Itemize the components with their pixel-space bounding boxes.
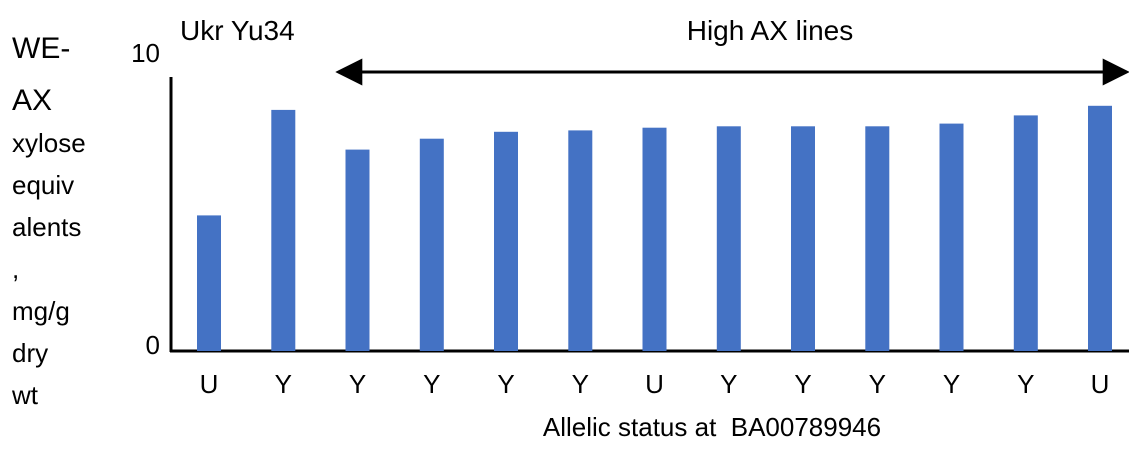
x-tick-label: Y — [497, 369, 514, 399]
x-tick-label: Y — [720, 369, 737, 399]
bar — [494, 132, 518, 351]
bar — [1014, 115, 1038, 351]
y-axis-label: WE- AX xylose equiv alents, mg/g dry wt — [11, 32, 86, 410]
bar — [271, 110, 295, 351]
bar — [717, 126, 741, 351]
bar — [865, 126, 889, 351]
y-axis-label-line: AX — [12, 84, 52, 117]
y-tick-label-min: 0 — [146, 330, 160, 360]
x-tick-label: Y — [572, 369, 589, 399]
x-tick-label: Y — [794, 369, 811, 399]
bar — [1088, 106, 1112, 351]
y-axis-label-line: dry — [12, 338, 48, 368]
bar — [197, 215, 221, 351]
x-tick-label: Y — [869, 369, 886, 399]
x-tick-label: Y — [349, 369, 366, 399]
y-axis-label-line: wt — [11, 380, 39, 410]
x-tick-label: U — [200, 369, 219, 399]
group-label-right: High AX lines — [687, 15, 854, 46]
y-axis-label-line: xylose — [12, 128, 86, 158]
group-label-left: Ukr Yu34 — [180, 15, 295, 46]
bar — [568, 130, 592, 351]
x-tick-label: Y — [1017, 369, 1034, 399]
x-tick-label: Y — [275, 369, 292, 399]
bar — [420, 139, 444, 351]
x-tick-label: U — [1091, 369, 1110, 399]
x-tick-label: Y — [943, 369, 960, 399]
bar — [940, 124, 964, 351]
y-axis-label-line: mg/g — [12, 296, 70, 326]
bar — [791, 126, 815, 351]
y-axis-label-line: alents — [12, 212, 81, 242]
bar — [346, 150, 370, 351]
x-tick-label: U — [645, 369, 664, 399]
x-axis-title: Allelic status at BA00789946 — [543, 412, 881, 442]
x-tick-label: Y — [423, 369, 440, 399]
bars — [197, 106, 1112, 351]
y-axis-label-line: , — [12, 254, 19, 284]
bar — [643, 128, 667, 351]
y-axis-label-line: WE- — [12, 32, 70, 65]
y-axis-label-line: equiv — [12, 170, 74, 200]
y-tick-label-max: 10 — [131, 38, 160, 68]
